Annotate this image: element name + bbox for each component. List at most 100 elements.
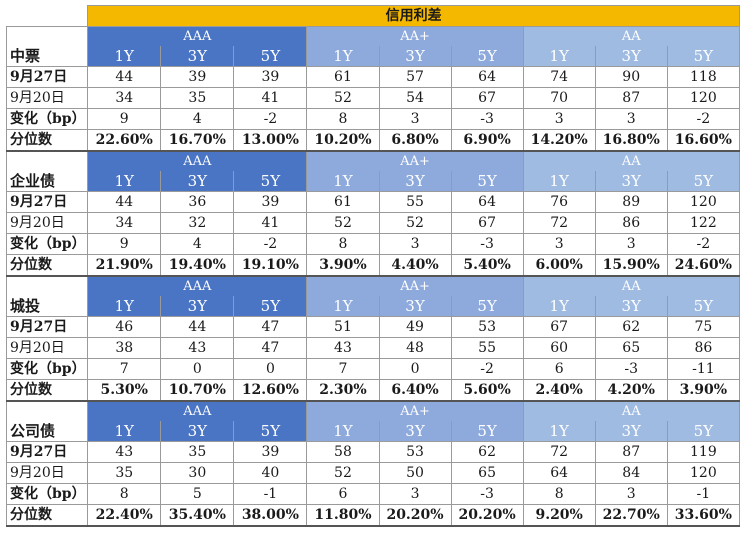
tenor-header: 1Y <box>306 296 380 317</box>
tenor-header-row: 1Y 3Y 5Y 1Y 3Y 5Y 1Y 3Y 5Y <box>7 421 741 442</box>
value-cell: 52 <box>378 212 452 234</box>
value-cell: 35 <box>160 441 235 463</box>
value-cell: 22.70% <box>594 504 668 527</box>
value-cell: 3.90% <box>666 379 741 402</box>
value-cell: 3.90% <box>306 254 380 277</box>
value-cell: 74 <box>522 66 596 88</box>
previous-row: 9月20日 38 43 47 43 48 55 60 65 86 <box>5 337 741 359</box>
value-cell: 22.40% <box>87 504 162 527</box>
value-cell: 119 <box>666 441 741 463</box>
value-cell: 46 <box>87 316 162 338</box>
tenor-header: 1Y <box>87 46 162 67</box>
value-cell: 5 <box>160 483 235 505</box>
value-cell: 3 <box>522 108 596 130</box>
value-cell: 64 <box>450 191 524 213</box>
tenor-header: 3Y <box>160 421 235 442</box>
value-cell: 0 <box>160 358 235 380</box>
value-cell: 41 <box>233 212 308 234</box>
section-name: 城投 <box>5 275 89 317</box>
value-cell: 64 <box>450 66 524 88</box>
value-cell: 6 <box>522 358 596 380</box>
current-row: 9月27日 44 39 39 61 57 64 74 90 118 <box>5 66 741 88</box>
value-cell: 39 <box>233 66 308 88</box>
change-row: 变化（bp） 7 0 0 7 0 -2 6 -3 -11 <box>5 358 741 380</box>
grade-header: AA+ <box>306 275 524 296</box>
value-cell: 3 <box>378 233 452 255</box>
tenor-header: 1Y <box>522 171 596 192</box>
value-cell: 39 <box>160 66 235 88</box>
grade-header: AAA <box>87 275 308 296</box>
grade-header: AA <box>522 400 741 421</box>
value-cell: 19.10% <box>233 254 308 277</box>
value-cell: 64 <box>522 462 596 484</box>
value-cell: 84 <box>594 462 668 484</box>
value-cell: 30 <box>160 462 235 484</box>
value-cell: 3 <box>594 483 668 505</box>
value-cell: 43 <box>306 337 380 359</box>
row-label: 分位数 <box>5 504 89 527</box>
tenor-header: 3Y <box>594 296 668 317</box>
value-cell: -2 <box>233 233 308 255</box>
row-label: 变化（bp） <box>5 358 89 380</box>
previous-row: 9月20日 34 32 41 52 52 67 72 86 122 <box>5 212 741 234</box>
value-cell: -1 <box>233 483 308 505</box>
value-cell: 21.90% <box>87 254 162 277</box>
value-cell: 120 <box>666 191 741 213</box>
value-cell: 14.20% <box>522 129 596 152</box>
value-cell: 41 <box>233 87 308 109</box>
value-cell: 5.40% <box>450 254 524 277</box>
value-cell: 44 <box>87 66 162 88</box>
row-label: 变化（bp） <box>5 483 89 505</box>
value-cell: 47 <box>233 337 308 359</box>
row-label: 9月27日 <box>5 441 89 463</box>
row-label: 变化（bp） <box>5 233 89 255</box>
value-cell: -2 <box>450 358 524 380</box>
value-cell: 58 <box>306 441 380 463</box>
tenor-header: 5Y <box>666 171 741 192</box>
tenor-header: 5Y <box>666 421 741 442</box>
value-cell: 55 <box>378 191 452 213</box>
value-cell: 87 <box>594 441 668 463</box>
value-cell: 16.70% <box>160 129 235 152</box>
value-cell: -1 <box>666 483 741 505</box>
value-cell: 34 <box>87 87 162 109</box>
tenor-header: 3Y <box>594 171 668 192</box>
value-cell: 50 <box>378 462 452 484</box>
tenor-header: 1Y <box>306 46 380 67</box>
value-cell: 62 <box>594 316 668 338</box>
value-cell: 4 <box>160 233 235 255</box>
change-row: 变化（bp） 9 4 -2 8 3 -3 3 3 -2 <box>5 108 741 130</box>
value-cell: 38 <box>87 337 162 359</box>
tenor-header: 1Y <box>522 46 596 67</box>
tenor-header-row: 1Y 3Y 5Y 1Y 3Y 5Y 1Y 3Y 5Y <box>7 46 741 67</box>
tenor-header: 3Y <box>160 171 235 192</box>
value-cell: 86 <box>594 212 668 234</box>
value-cell: 8 <box>522 483 596 505</box>
value-cell: 35 <box>87 462 162 484</box>
grade-header: AAA <box>87 400 308 421</box>
previous-row: 9月20日 35 30 40 52 50 65 64 84 120 <box>5 462 741 484</box>
tenor-header: 1Y <box>306 171 380 192</box>
value-cell: 89 <box>594 191 668 213</box>
value-cell: -3 <box>450 233 524 255</box>
value-cell: 6 <box>306 483 380 505</box>
section-name: 公司债 <box>5 400 89 442</box>
tenor-header: 5Y <box>233 421 308 442</box>
value-cell: 9 <box>87 108 162 130</box>
value-cell: 2.40% <box>522 379 596 402</box>
value-cell: 67 <box>522 316 596 338</box>
title-row: 信用利差 <box>6 5 740 27</box>
tenor-header: 5Y <box>450 171 524 192</box>
change-row: 变化（bp） 8 5 -1 6 3 -3 8 3 -1 <box>5 483 741 505</box>
value-cell: 3 <box>378 483 452 505</box>
current-row: 9月27日 44 36 39 61 55 64 76 89 120 <box>5 191 741 213</box>
value-cell: 8 <box>87 483 162 505</box>
value-cell: 43 <box>87 441 162 463</box>
value-cell: 39 <box>233 441 308 463</box>
value-cell: 10.70% <box>160 379 235 402</box>
change-row: 变化（bp） 9 4 -2 8 3 -3 3 3 -2 <box>5 233 741 255</box>
value-cell: 35 <box>160 87 235 109</box>
credit-spread-table: 信用利差 中票 AAA AA+ AA 1Y 3Y 5Y 1Y 3Y 5Y 1Y 3Y 5Y 9月27日 44 3… <box>5 5 741 527</box>
grade-header-row: 城投 AAA AA+ AA <box>5 275 741 317</box>
value-cell: -2 <box>666 233 741 255</box>
